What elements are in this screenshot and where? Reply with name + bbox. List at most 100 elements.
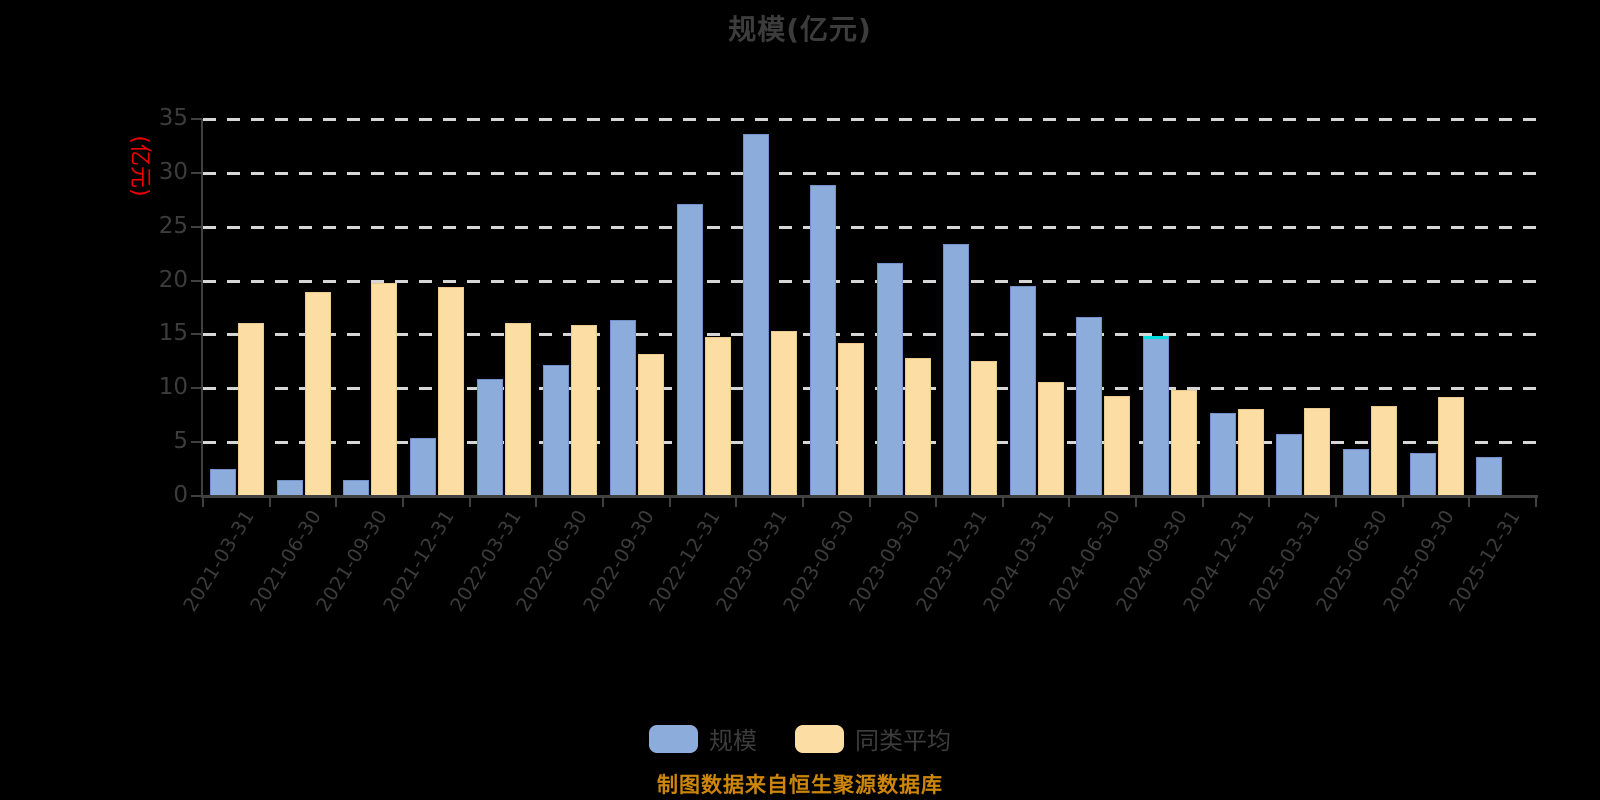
x-tick-2	[335, 498, 338, 507]
bar-peer-average-2023-09-30	[904, 358, 931, 496]
x-tick-6	[601, 498, 604, 507]
legend-label-peer-average: 同类平均	[855, 727, 951, 755]
y-tick-30	[191, 171, 202, 174]
x-tick-label-2025-12-31: 2025-12-31	[1445, 506, 1526, 616]
bar-peer-average-2022-09-30	[637, 354, 664, 496]
y-tick-35	[191, 118, 202, 120]
x-tick-label-2024-09-30: 2024-09-30	[1112, 506, 1193, 616]
data-source-caption: 制图数据来自恒生聚源数据库	[657, 773, 943, 797]
x-tick-label-2023-12-31: 2023-12-31	[912, 506, 993, 616]
bar-peer-average-2022-03-31	[504, 323, 531, 496]
bar-scale-2023-09-30	[876, 263, 903, 496]
x-tick-15	[1201, 498, 1204, 507]
x-tick-12	[1001, 498, 1004, 507]
x-tick-11	[935, 498, 938, 507]
bar-peer-average-2024-12-31	[1237, 409, 1264, 496]
y-tick-label-10: 10	[158, 374, 188, 401]
x-tick-0	[202, 498, 204, 507]
y-tick-label-15: 15	[158, 320, 188, 347]
x-tick-5	[535, 498, 538, 507]
bar-peer-average-2024-06-30	[1104, 396, 1131, 496]
x-tick-20	[1535, 498, 1537, 507]
x-tick-label-2024-06-30: 2024-06-30	[1045, 506, 1126, 616]
legend-swatch-scale	[649, 724, 698, 753]
bar-peer-average-2021-06-30	[304, 292, 331, 496]
x-tick-label-2021-09-30: 2021-09-30	[312, 506, 393, 616]
x-tick-8	[735, 498, 738, 507]
x-tick-3	[401, 498, 404, 507]
bar-peer-average-2023-03-31	[771, 331, 798, 496]
x-tick-7	[668, 498, 671, 507]
bar-scale-2022-09-30	[609, 320, 636, 496]
y-tick-10	[191, 387, 202, 390]
bar-peer-average-2025-09-30	[1437, 397, 1464, 496]
gridline-15	[203, 333, 1536, 337]
bar-scale-2021-06-30	[276, 480, 303, 496]
bar-peer-average-2021-03-31	[238, 323, 264, 496]
y-tick-label-30: 30	[158, 158, 188, 185]
bar-scale-2023-12-31	[943, 244, 970, 496]
bar-scale-2022-12-31	[676, 204, 703, 496]
y-tick-label-20: 20	[158, 266, 188, 293]
x-tick-18	[1401, 498, 1404, 507]
legend-item-peer-average[interactable]: 同类平均	[795, 721, 951, 756]
bar-scale-2021-12-31	[409, 438, 436, 496]
gridline-30	[203, 171, 1536, 175]
bar-peer-average-2025-06-30	[1371, 406, 1398, 496]
x-tick-13	[1068, 498, 1071, 507]
bar-scale-2023-03-31	[743, 134, 770, 496]
y-tick-5	[191, 441, 202, 444]
bar-scale-2025-03-31	[1276, 434, 1303, 496]
x-tick-label-2025-06-30: 2025-06-30	[1312, 506, 1393, 616]
x-tick-10	[868, 498, 871, 507]
legend-item-scale[interactable]: 规模	[649, 721, 757, 756]
y-axis-line	[201, 119, 203, 498]
bar-scale-2024-06-30	[1076, 317, 1103, 496]
gridline-20	[203, 279, 1536, 283]
y-tick-label-35: 35	[158, 105, 188, 131]
x-tick-label-2022-03-31: 2022-03-31	[445, 506, 526, 616]
bar-scale-2022-03-31	[476, 379, 503, 496]
bar-peer-average-2024-03-31	[1037, 382, 1064, 496]
x-tick-label-2025-03-31: 2025-03-31	[1245, 506, 1326, 616]
legend-swatch-peer-average	[795, 724, 844, 753]
bar-peer-average-2022-12-31	[704, 337, 731, 496]
y-tick-label-0: 0	[173, 482, 188, 508]
x-tick-9	[801, 498, 804, 507]
y-tick-label-25: 25	[158, 212, 188, 239]
x-tick-label-2022-06-30: 2022-06-30	[512, 506, 593, 616]
x-tick-label-2023-09-30: 2023-09-30	[845, 506, 926, 616]
x-tick-label-2022-12-31: 2022-12-31	[645, 506, 726, 616]
bar-scale-2023-06-30	[809, 185, 836, 496]
y-tick-25	[191, 225, 202, 228]
bar-scale-2025-06-30	[1343, 449, 1370, 496]
legend: 规模 同类平均	[0, 721, 1600, 756]
x-tick-19	[1468, 498, 1471, 507]
x-tick-14	[1135, 498, 1138, 507]
bar-scale-2025-12-31	[1476, 457, 1503, 496]
bar-peer-average-2024-09-30	[1171, 390, 1198, 496]
gridline-10	[203, 387, 1536, 391]
legend-label-scale: 规模	[709, 727, 757, 755]
bar-peer-average-2021-12-31	[437, 287, 464, 496]
gridline-35	[203, 118, 1536, 121]
gridline-5	[203, 441, 1536, 445]
x-tick-label-2023-03-31: 2023-03-31	[712, 506, 793, 616]
bar-peer-average-2023-12-31	[971, 361, 998, 496]
y-tick-0	[191, 495, 202, 497]
x-tick-1	[268, 498, 271, 507]
bar-scale-2022-06-30	[543, 365, 570, 496]
x-tick-label-2021-12-31: 2021-12-31	[379, 506, 459, 616]
bar-scale-2021-03-31	[210, 469, 236, 496]
bar-scale-2024-09-30	[1143, 336, 1170, 496]
y-tick-15	[191, 333, 202, 336]
bar-scale-2021-09-30	[343, 480, 370, 496]
bar-peer-average-2021-09-30	[371, 283, 398, 496]
y-tick-20	[191, 279, 202, 282]
x-tick-17	[1335, 498, 1338, 507]
y-tick-label-5: 5	[173, 428, 188, 455]
plot-area	[203, 118, 1536, 496]
bar-peer-average-2025-03-31	[1304, 408, 1331, 496]
x-tick-4	[468, 498, 471, 507]
